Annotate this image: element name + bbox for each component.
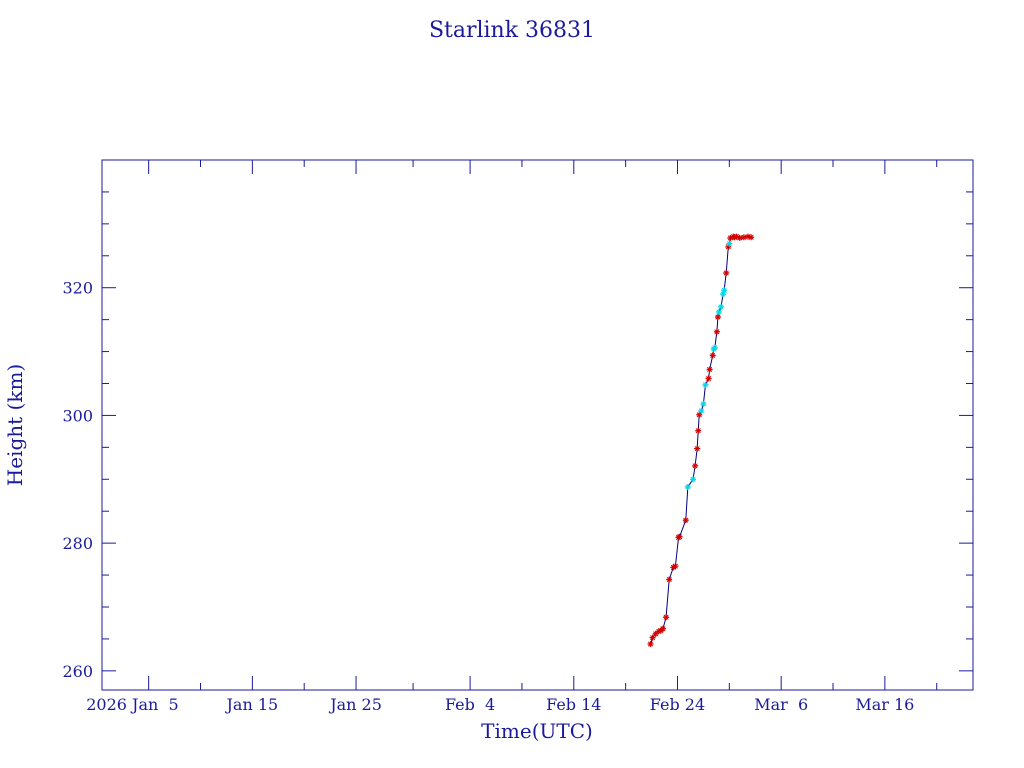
data-point: [694, 445, 701, 452]
data-point: [663, 614, 670, 621]
data-point: [690, 476, 697, 483]
y-tick-label: 300: [62, 406, 93, 425]
data-point: [711, 344, 718, 351]
data-point: [718, 303, 725, 310]
y-tick-label: 260: [62, 662, 93, 681]
plot-frame: [101, 159, 974, 691]
x-tick-label: Jan 25: [328, 695, 382, 714]
data-point: [649, 634, 656, 641]
x-tick-label: Mar 6: [754, 695, 808, 714]
data-point: [740, 234, 747, 241]
data-point: [715, 308, 722, 315]
data-point: [672, 563, 679, 570]
data-point: [647, 641, 654, 648]
series-group: [647, 233, 755, 648]
y-tick-labels: 260 280 300 320: [62, 279, 93, 681]
data-point: [692, 462, 699, 469]
data-point: [713, 328, 720, 335]
data-point: [706, 366, 713, 373]
y-axis-label: Height (km): [3, 364, 27, 486]
data-point: [659, 625, 666, 632]
x-tick-label: 2026 Jan 5: [86, 695, 178, 714]
data-point: [714, 314, 721, 321]
y-tick-label: 280: [62, 534, 93, 553]
x-tick-label: Mar 16: [855, 695, 914, 714]
x-tick-label: Jan 15: [224, 695, 278, 714]
x-tick-label: Feb 4: [445, 695, 495, 714]
data-point: [705, 375, 712, 382]
chart-title: Starlink 36831: [429, 18, 595, 43]
data-point: [666, 576, 673, 583]
data-point: [720, 291, 727, 298]
series-line: [650, 236, 752, 645]
data-point: [698, 407, 705, 414]
data-point: [723, 270, 730, 277]
y-tick-label: 320: [62, 279, 93, 298]
data-point: [709, 352, 716, 359]
x-tick-label: Feb 24: [650, 695, 705, 714]
data-point: [748, 234, 755, 241]
x-tick-label: Feb 14: [546, 695, 601, 714]
data-point: [676, 533, 683, 540]
axis-ticks: [102, 159, 973, 690]
data-point: [695, 427, 702, 434]
data-point: [702, 381, 709, 388]
data-point: [684, 483, 691, 490]
data-point: [736, 234, 743, 241]
x-axis-label: Time(UTC): [481, 719, 593, 743]
data-point: [726, 240, 733, 247]
data-point: [721, 287, 728, 294]
data-point: [700, 400, 707, 407]
x-tick-labels: 2026 Jan 5 Jan 15 Jan 25 Feb 4 Feb 14 Feb 24 M…: [86, 695, 914, 714]
data-point: [682, 517, 689, 524]
